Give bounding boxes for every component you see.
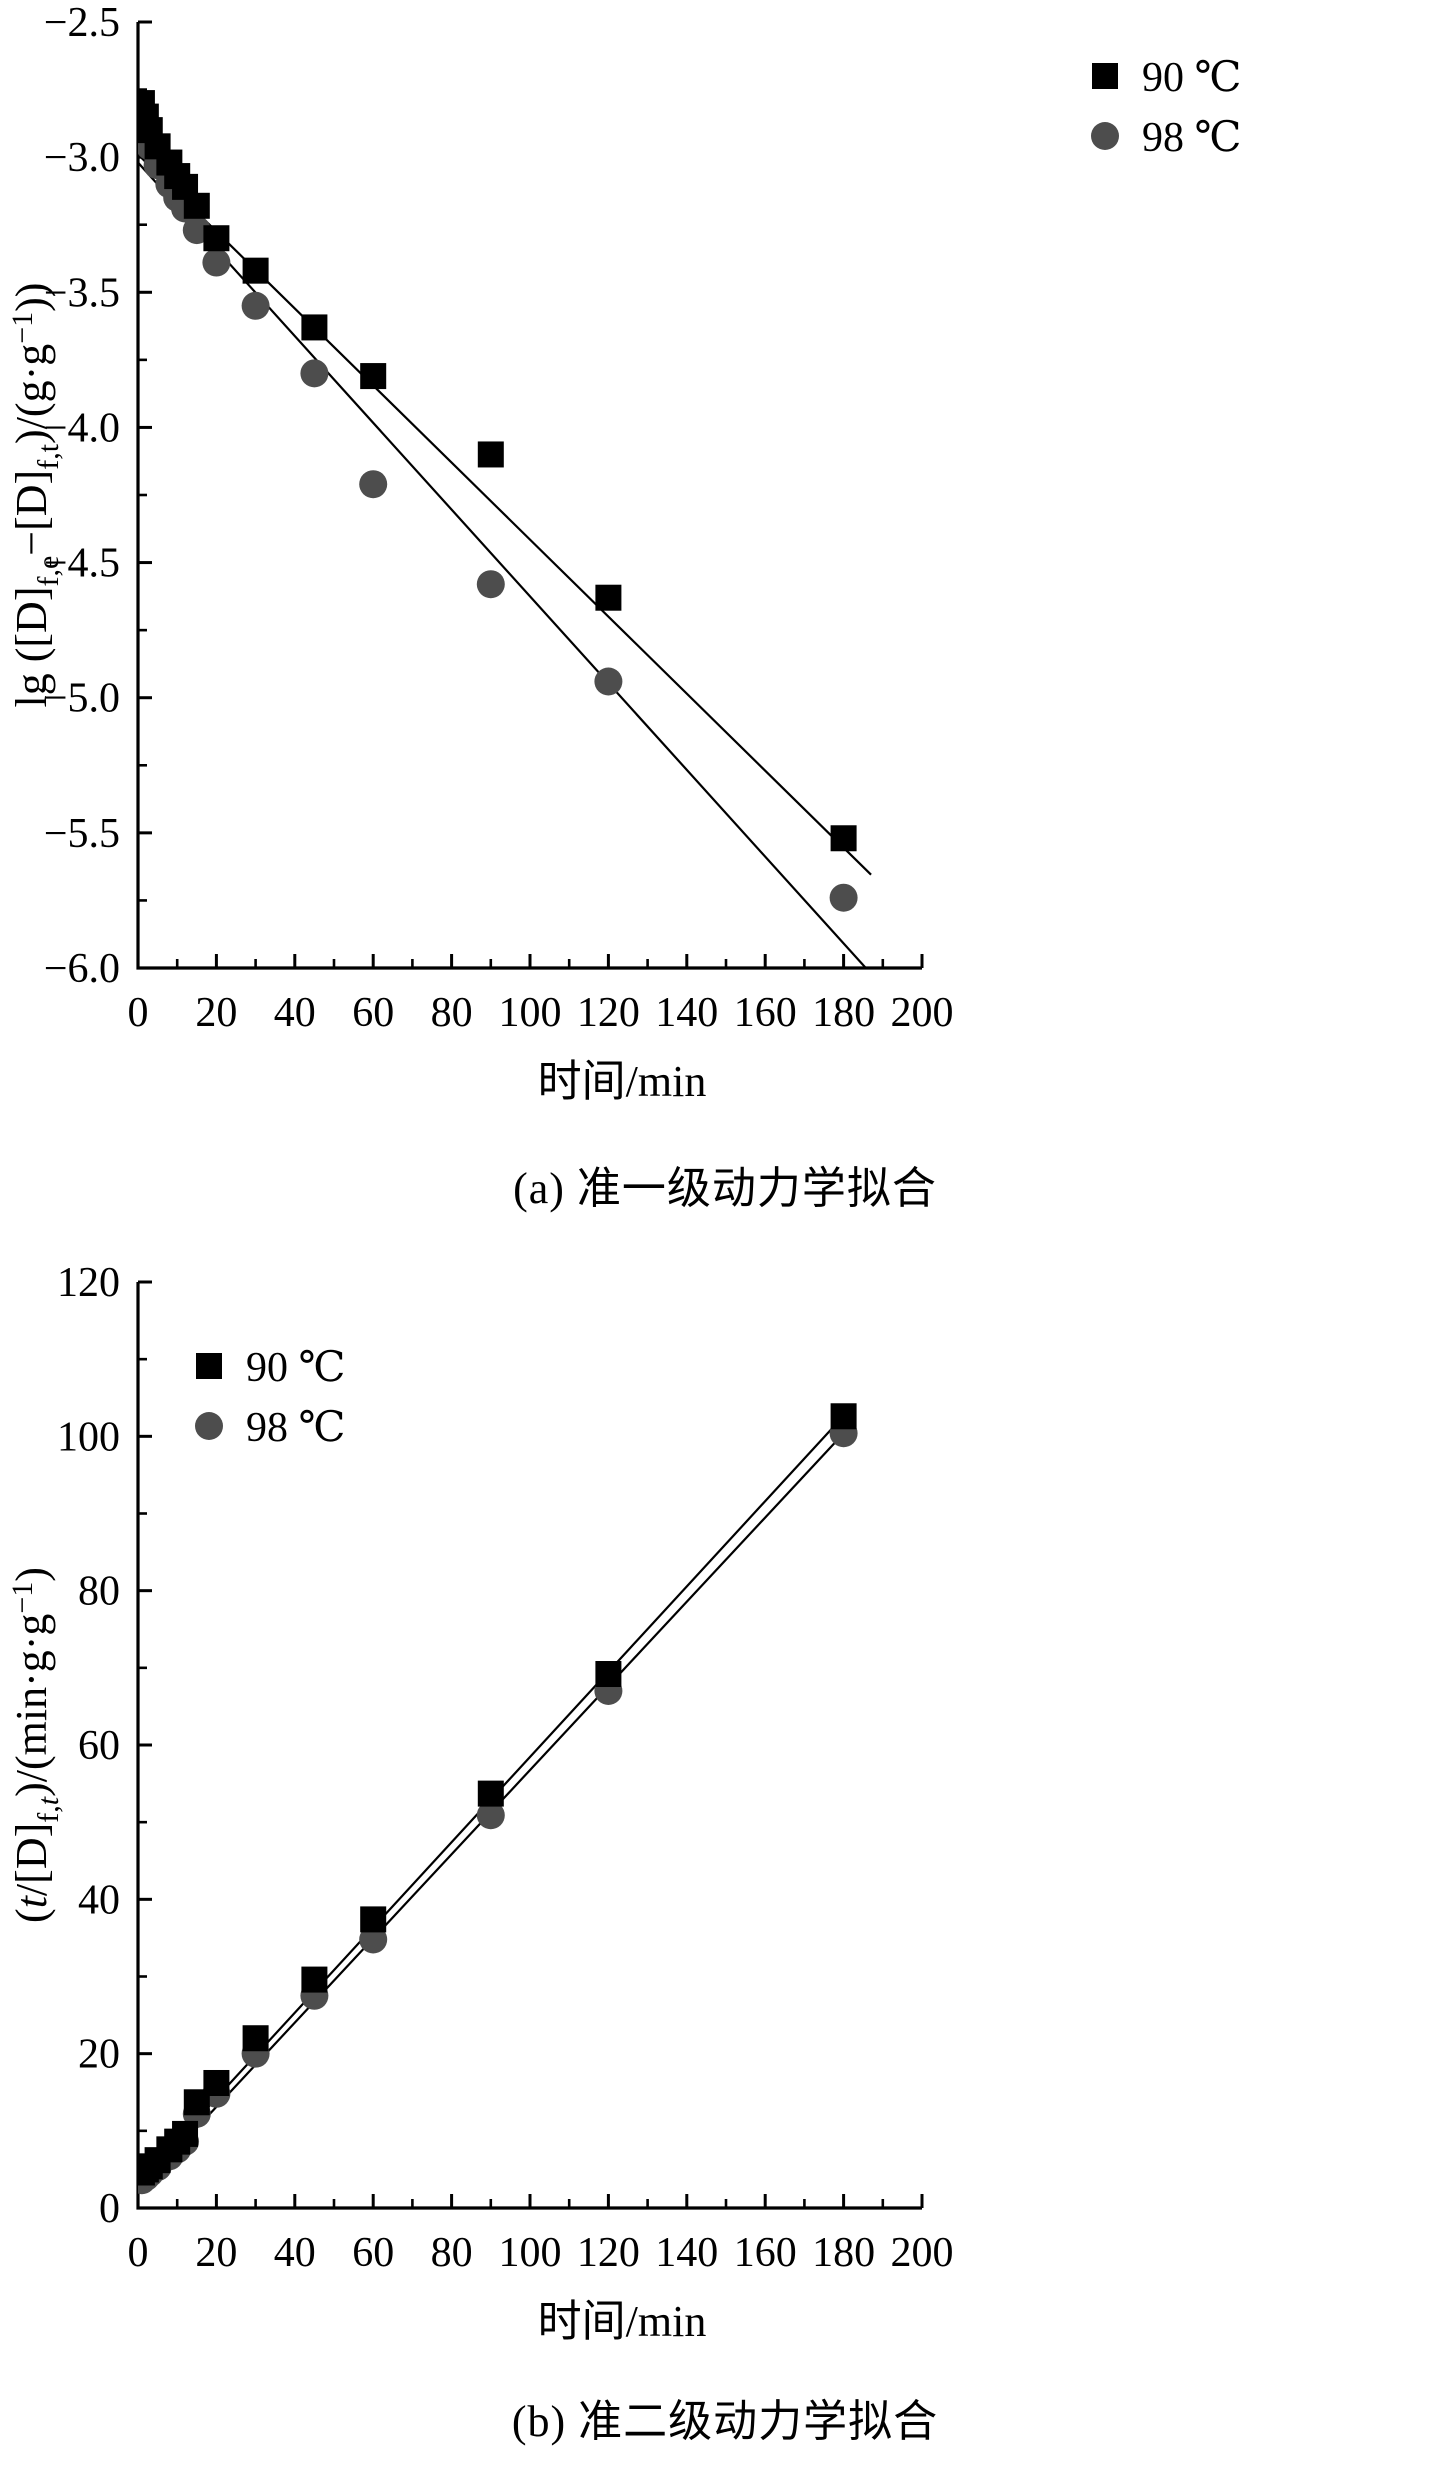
y-ticklabel-a: −5.5 xyxy=(44,811,120,857)
legend-marker-circle-b xyxy=(195,1412,223,1440)
legend-label-90c-b: 90 ℃ xyxy=(246,1345,345,1391)
data-point-square-a xyxy=(360,363,387,390)
x-ticklabel-b: 40 xyxy=(274,2230,316,2276)
legend-marker-square-a xyxy=(1092,63,1118,89)
y-ticklabel-a: −6.0 xyxy=(44,946,120,992)
data-point-square-b xyxy=(242,2025,269,2052)
x-ticklabel-a: 60 xyxy=(352,990,394,1036)
x-ticklabel-b: 180 xyxy=(812,2230,875,2276)
x-ticklabel-a: 180 xyxy=(812,990,875,1036)
legend-marker-circle-a xyxy=(1091,122,1119,150)
x-ticklabel-a: 200 xyxy=(891,990,954,1036)
y-ticklabel-b: 120 xyxy=(57,1260,120,1306)
x-ticklabel-b: 20 xyxy=(195,2230,237,2276)
x-ticklabel-a: 40 xyxy=(274,990,316,1036)
x-ticklabel-a: 140 xyxy=(655,990,718,1036)
data-point-circle-b xyxy=(359,1925,388,1954)
panel-b-pseudo-second-order: 0 20 40 60 80 100 120 0 20 40 60 80 100 120 140 160 180 2… xyxy=(0,1240,1450,2475)
x-ticklabel-b: 120 xyxy=(577,2230,640,2276)
data-point-square-a xyxy=(477,441,504,468)
data-point-circle-a xyxy=(476,570,505,599)
y-ticklabel-a: −3.0 xyxy=(44,135,120,181)
axis-frame-a xyxy=(136,22,922,970)
x-ticklabel-b: 100 xyxy=(499,2230,562,2276)
data-point-square-a xyxy=(595,584,622,611)
y-ticklabel-b: 20 xyxy=(78,2032,120,2078)
data-point-circle-a xyxy=(359,470,388,499)
data-point-square-b xyxy=(595,1661,622,1688)
y-ticklabel-b: 80 xyxy=(78,1569,120,1615)
legend-a: 90 ℃ 98 ℃ xyxy=(1091,55,1241,161)
y-ticklabel-a: −4.0 xyxy=(44,405,120,451)
data-point-square-a xyxy=(830,825,857,852)
data-point-circle-b xyxy=(476,1801,505,1830)
legend-b: 90 ℃ 98 ℃ xyxy=(195,1345,345,1451)
x-ticklabel-a: 120 xyxy=(577,990,640,1036)
y-ticklabel-a: −3.5 xyxy=(44,270,120,316)
fit-line-a-98c xyxy=(138,161,868,968)
y-axis-title-a: lg ([D]f,e−[D]f,t)/(g·g−1)) xyxy=(6,283,65,708)
x-ticklabel-a: 0 xyxy=(128,990,149,1036)
x-ticklabel-a: 160 xyxy=(734,990,797,1036)
y-ticklabel-a: −2.5 xyxy=(44,0,120,46)
x-ticklabel-b: 140 xyxy=(655,2230,718,2276)
x-axis-title-a: 时间/min xyxy=(538,1057,707,1106)
x-ticklabel-b: 0 xyxy=(128,2230,149,2276)
x-axis-title-b: 时间/min xyxy=(538,2297,707,2346)
x-ticklabel-b: 200 xyxy=(891,2230,954,2276)
chart-b-canvas: 0 20 40 60 80 100 120 0 20 40 60 80 100 120 140 160 180 2… xyxy=(6,1260,954,2346)
data-point-square-b xyxy=(172,2120,199,2147)
plot-area-a: −6.0 −5.5 −5.0 −4.5 −4.0 −3.5 −3.0 −2.5 0 20 40 60 8… xyxy=(6,0,1241,1106)
data-point-circle-a xyxy=(594,667,623,696)
legend-label-98c-b: 98 ℃ xyxy=(246,1405,345,1451)
x-ticklabel-a: 100 xyxy=(499,990,562,1036)
x-ticklabel-b: 160 xyxy=(734,2230,797,2276)
caption-a: (a) 准一级动力学拟合 xyxy=(513,1164,937,1213)
data-point-circle-a xyxy=(829,883,858,912)
data-point-square-b xyxy=(301,1966,328,1993)
y-axis-title-b: (t/[D]f,t)/(min·g·g−1) xyxy=(6,1567,65,1923)
data-point-square-b xyxy=(830,1403,857,1430)
legend-label-98c-a: 98 ℃ xyxy=(1142,115,1241,161)
x-ticklabel-b: 80 xyxy=(431,2230,473,2276)
legend-marker-square-b xyxy=(196,1353,222,1379)
data-point-circle-a xyxy=(202,248,231,277)
y-ticklabel-a: −5.0 xyxy=(44,676,120,722)
data-point-square-b xyxy=(477,1780,504,1807)
x-ticklabel-b: 60 xyxy=(352,2230,394,2276)
data-point-square-a xyxy=(242,257,269,284)
y-ticklabel-a: −4.5 xyxy=(44,541,120,587)
data-point-square-b xyxy=(203,2069,230,2096)
data-point-circle-a xyxy=(241,291,270,320)
plot-area-b: 0 20 40 60 80 100 120 0 20 40 60 80 100 120 140 160 180 2… xyxy=(6,1260,954,2346)
data-group-a xyxy=(138,90,872,968)
data-point-circle-a xyxy=(300,359,329,388)
y-ticklabel-b: 100 xyxy=(57,1414,120,1460)
legend-label-90c-a: 90 ℃ xyxy=(1142,55,1241,101)
data-point-square-a xyxy=(301,314,328,341)
data-point-square-a xyxy=(183,192,210,219)
data-point-square-b xyxy=(360,1906,387,1933)
x-ticklabel-a: 80 xyxy=(431,990,473,1036)
chart-a-canvas: −6.0 −5.5 −5.0 −4.5 −4.0 −3.5 −3.0 −2.5 0 20 40 60 8… xyxy=(6,0,1241,1106)
panel-a-pseudo-first-order: −6.0 −5.5 −5.0 −4.5 −4.0 −3.5 −3.0 −2.5 0 20 40 60 8… xyxy=(6,0,1241,1106)
data-group-b xyxy=(138,1403,858,2195)
y-ticklabel-b: 0 xyxy=(99,2186,120,2232)
y-ticklabel-b: 40 xyxy=(78,1877,120,1923)
x-ticklabel-a: 20 xyxy=(195,990,237,1036)
data-point-square-a xyxy=(203,225,230,252)
y-ticklabel-b: 60 xyxy=(78,1723,120,1769)
caption-b: (b) 准二级动力学拟合 xyxy=(511,2397,939,2446)
